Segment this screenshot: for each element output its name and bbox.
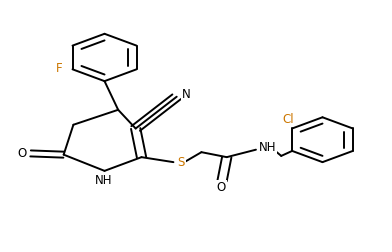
- Text: N: N: [182, 88, 191, 101]
- Text: F: F: [56, 61, 62, 75]
- Text: NH: NH: [259, 141, 276, 154]
- Text: Cl: Cl: [283, 113, 294, 125]
- Text: O: O: [217, 181, 226, 194]
- Text: O: O: [17, 147, 27, 160]
- Text: NH: NH: [95, 174, 113, 187]
- Text: S: S: [178, 156, 185, 169]
